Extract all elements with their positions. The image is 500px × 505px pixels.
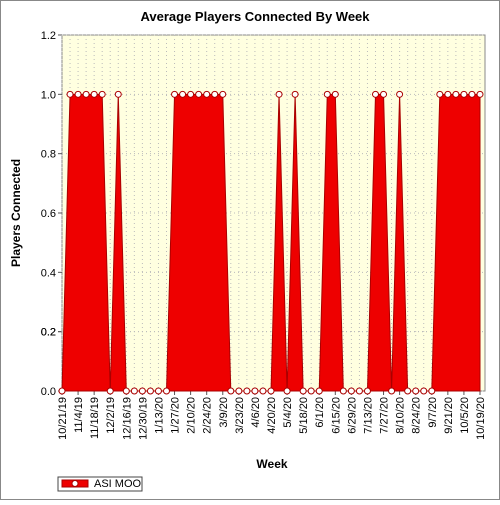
marker — [203, 90, 211, 98]
x-tick-label: 9/7/20 — [427, 397, 439, 428]
x-tick-label: 5/4/20 — [282, 397, 294, 428]
x-tick-label: 5/18/20 — [298, 397, 310, 434]
marker — [58, 387, 66, 395]
y-tick-label: 0.2 — [41, 327, 56, 339]
marker — [138, 387, 146, 395]
marker — [460, 90, 468, 98]
y-tick-label: 0.8 — [41, 149, 56, 161]
x-tick-label: 6/1/20 — [314, 397, 326, 428]
marker — [219, 90, 227, 98]
y-tick-label: 0.6 — [41, 208, 56, 220]
x-tick-label: 6/15/20 — [330, 397, 342, 434]
y-tick-label: 1.2 — [41, 30, 56, 42]
marker — [452, 90, 460, 98]
marker — [404, 387, 412, 395]
marker — [363, 387, 371, 395]
marker — [372, 90, 379, 98]
y-axis-title: Players Connected — [9, 159, 23, 267]
marker — [444, 90, 452, 98]
marker — [163, 387, 170, 395]
x-axis-title: Week — [256, 457, 287, 471]
x-tick-label: 12/2/19 — [105, 397, 117, 434]
y-tick-label: 1.0 — [41, 89, 56, 101]
x-tick-label: 9/21/20 — [443, 397, 455, 434]
x-tick-label: 10/19/20 — [475, 397, 487, 440]
marker — [98, 90, 106, 98]
y-tick-label: 0.0 — [41, 386, 56, 398]
marker — [227, 387, 235, 395]
marker — [412, 387, 420, 395]
marker — [299, 387, 307, 395]
x-tick-label: 2/24/20 — [202, 397, 214, 434]
marker — [267, 387, 275, 395]
x-tick-label: 12/16/19 — [121, 397, 133, 440]
marker — [420, 387, 428, 395]
marker — [259, 387, 267, 395]
x-tick-label: 1/27/20 — [170, 397, 182, 434]
marker — [90, 90, 98, 98]
marker — [275, 90, 283, 98]
marker — [66, 90, 74, 98]
x-tick-label: 7/27/20 — [379, 397, 391, 434]
x-tick-label: 3/9/20 — [218, 397, 230, 428]
y-tick-label: 0.4 — [41, 267, 56, 279]
x-tick-label: 7/13/20 — [362, 397, 374, 434]
x-tick-label: 1/13/20 — [153, 397, 165, 434]
marker — [396, 90, 404, 98]
marker — [428, 387, 436, 395]
x-tick-label: 11/4/19 — [73, 397, 85, 433]
x-tick-label: 12/30/19 — [137, 397, 149, 440]
marker — [146, 387, 154, 395]
marker — [195, 90, 203, 98]
x-tick-label: 8/24/20 — [411, 397, 423, 434]
x-tick-label: 8/10/20 — [395, 397, 407, 434]
marker — [235, 387, 243, 395]
x-tick-label: 10/21/19 — [57, 397, 69, 440]
legend-marker — [71, 480, 79, 487]
marker — [243, 387, 251, 395]
marker — [388, 387, 396, 395]
marker — [171, 90, 179, 98]
x-tick-label: 2/10/20 — [186, 397, 198, 434]
marker — [347, 387, 355, 395]
marker — [122, 387, 130, 395]
x-tick-label: 4/20/20 — [266, 397, 278, 434]
legend-label: ASI MOO — [94, 478, 142, 490]
marker — [476, 90, 484, 98]
x-tick-label: 10/5/20 — [459, 397, 471, 434]
marker — [380, 90, 388, 98]
marker — [323, 90, 331, 98]
marker — [355, 387, 363, 395]
marker — [307, 387, 315, 395]
marker — [179, 90, 187, 98]
marker — [211, 90, 219, 98]
x-tick-label: 11/18/19 — [89, 397, 101, 439]
y-tick-label: 0.2 — [41, 327, 56, 339]
marker — [291, 90, 299, 98]
marker — [106, 387, 114, 395]
chart-title: Average Players Connected By Week — [140, 9, 370, 24]
marker — [339, 387, 347, 395]
marker — [130, 387, 138, 395]
marker — [82, 90, 90, 98]
marker — [154, 387, 162, 395]
x-tick-label: 3/23/20 — [234, 397, 246, 434]
marker — [114, 90, 122, 98]
marker — [468, 90, 476, 98]
marker — [251, 387, 259, 395]
marker — [331, 90, 339, 98]
marker — [283, 387, 291, 395]
marker — [436, 90, 444, 98]
x-tick-label: 6/29/20 — [346, 397, 358, 434]
marker — [74, 90, 82, 98]
marker — [315, 387, 323, 395]
marker — [187, 90, 195, 98]
x-tick-label: 4/6/20 — [250, 397, 262, 428]
